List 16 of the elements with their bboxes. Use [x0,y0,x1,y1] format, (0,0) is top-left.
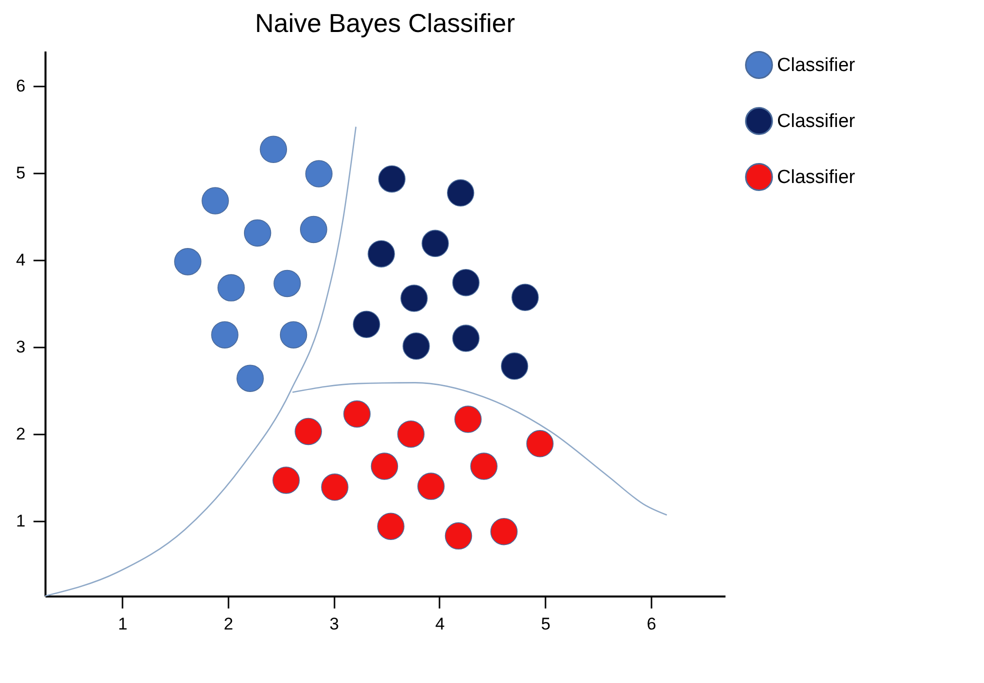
x-tick-label: 4 [435,614,445,634]
x-tick-label: 6 [646,614,656,634]
legend-label: Classifier [777,55,856,76]
y-tick-label: 4 [16,250,26,270]
x-tick-label: 3 [329,614,339,634]
legend-label: Classifier [777,167,856,188]
x-tick-label: 1 [118,614,128,634]
legend-label: Classifier [777,111,856,132]
y-tick-label: 5 [16,163,26,182]
y-tick-label: 6 [16,76,26,96]
x-tick-label: 2 [224,614,234,634]
y-tick-label: 1 [16,512,26,531]
x-tick-label: 5 [540,614,550,634]
y-tick-label: 2 [16,424,26,444]
y-tick-label: 3 [16,338,26,357]
chart-title: Naive Bayes Classifier [254,8,516,38]
